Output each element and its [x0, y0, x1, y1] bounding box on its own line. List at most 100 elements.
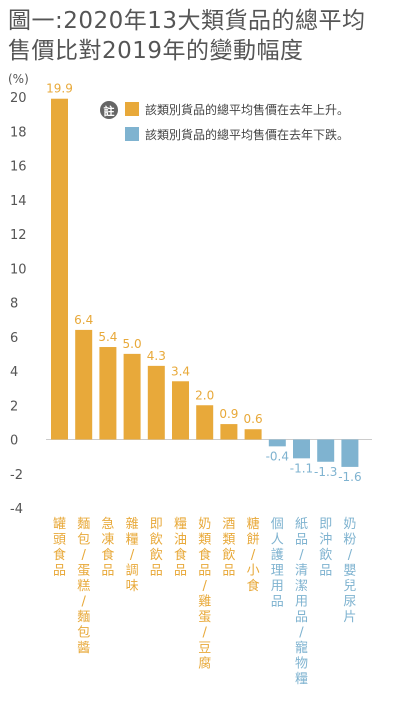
category-label: 罐頭食品: [53, 517, 66, 579]
category-label-char: 用: [271, 579, 284, 594]
category-label-char: 物: [295, 657, 308, 672]
category-label-char: 品: [295, 610, 308, 625]
category-label-char: /: [203, 626, 208, 641]
category-label-char: 罐: [53, 517, 66, 532]
category-label-char: 食: [247, 578, 260, 594]
category-label-char: 用: [295, 595, 308, 610]
bar: [293, 439, 310, 459]
chart-title: 圖一:2020年13大類貨品的總平均 售價比對2019年的變動幅度: [8, 6, 398, 66]
legend-swatch: [125, 102, 139, 116]
category-label-char: 品: [101, 564, 114, 579]
category-label-char: 即: [150, 517, 163, 532]
category-label-char: 尿: [343, 595, 356, 610]
category-label: 奶類食品/雞蛋/豆腐: [198, 517, 211, 672]
bar-value-label: 5.0: [123, 337, 142, 351]
y-tick-label: 18: [10, 125, 27, 140]
category-label-char: 食: [174, 547, 187, 563]
bar: [341, 439, 359, 467]
category-label-char: /: [299, 548, 304, 563]
category-label-char: 理: [271, 564, 284, 579]
category-label-char: 品: [295, 533, 308, 548]
category-label-char: 奶: [198, 517, 211, 532]
bar: [123, 353, 141, 440]
y-tick-label: 10: [10, 262, 27, 277]
category-label-char: 個: [271, 517, 284, 532]
category-label-char: 醬: [77, 640, 90, 656]
category-label: 即沖飲品: [319, 517, 332, 579]
y-tick-label: 20: [10, 91, 27, 106]
bar: [172, 381, 189, 440]
category-label-char: 片: [343, 610, 356, 625]
category-label: 糖餅/小食: [247, 516, 260, 594]
category-label-char: 食: [53, 547, 66, 563]
category-label-char: 兒: [343, 579, 356, 594]
category-label-char: 飲: [150, 532, 163, 548]
category-label-char: 糧: [126, 533, 139, 548]
category-label-char: 凍: [101, 532, 114, 548]
y-tick-label: 16: [10, 160, 27, 175]
category-label-char: 油: [174, 533, 187, 548]
bar-value-label: 0.6: [244, 412, 263, 426]
category-label-char: 糧: [295, 672, 308, 687]
bar: [196, 405, 214, 440]
category-label-char: 清: [295, 564, 308, 579]
category-label-char: 品: [271, 595, 284, 610]
bar: [268, 439, 286, 447]
category-label-char: 麵: [77, 517, 90, 532]
y-tick-label: 6: [10, 331, 18, 346]
title-line-1: 圖一:2020年13大類貨品的總平均: [8, 8, 366, 34]
bar-value-label: 3.4: [171, 364, 190, 378]
bar-value-label: -0.4: [266, 449, 289, 463]
category-label: 即飲飲品: [150, 517, 163, 579]
category-label-char: 餅: [247, 533, 260, 548]
category-label-char: 品: [150, 564, 163, 579]
category-label-char: /: [82, 595, 87, 610]
bar-value-label: 2.0: [195, 388, 214, 402]
category-label-char: 蛋: [198, 610, 211, 625]
category-label-char: 人: [271, 533, 284, 548]
category-label: 雜糧/調味: [126, 517, 139, 594]
category-label-char: /: [130, 548, 135, 563]
y-tick-label: -2: [10, 468, 23, 483]
category-label-char: 雜: [126, 517, 139, 532]
category-label-char: 糕: [77, 579, 90, 594]
category-label-char: 類: [222, 533, 235, 548]
category-label: 酒類飲品: [222, 517, 235, 579]
category-label-char: /: [348, 548, 353, 563]
bar: [317, 439, 335, 462]
bar: [220, 424, 238, 440]
bar-value-label: 19.9: [46, 82, 73, 96]
category-label-char: 粉: [343, 533, 356, 548]
bar: [75, 329, 93, 440]
bar: [147, 365, 165, 440]
bar-value-label: -1.6: [338, 470, 361, 484]
category-label-char: 腐: [198, 657, 211, 672]
category-label-char: 糧: [174, 517, 187, 532]
category-label-char: 護: [271, 547, 284, 563]
category-label-char: 包: [77, 533, 90, 548]
category-label-char: 食: [198, 547, 211, 563]
category-label-char: 麵: [77, 610, 90, 625]
bar-value-label: 4.3: [147, 349, 166, 363]
category-label: 個人護理用品: [271, 517, 284, 610]
category-label-char: 飲: [222, 547, 235, 563]
legend-label: 該類別貨品的總平均售價在去年下跌。: [145, 127, 349, 142]
y-tick-label: 4: [10, 365, 18, 380]
category-label: 紙品/清潔用品/寵物糧: [295, 517, 308, 687]
legend-badge-label: 註: [104, 104, 115, 118]
category-label-char: 包: [77, 626, 90, 641]
category-label-char: 雞: [198, 595, 211, 610]
title-line-2: 售價比對2019年的變動幅度: [8, 38, 304, 64]
category-label: 奶粉/嬰兒尿片: [343, 517, 356, 625]
category-label-char: 蛋: [77, 564, 90, 579]
category-label-char: 潔: [295, 579, 308, 594]
y-tick-label: 14: [10, 194, 27, 209]
category-label-char: /: [251, 548, 256, 563]
y-tick-label: -4: [10, 502, 23, 517]
bar-value-label: 6.4: [74, 313, 93, 327]
category-label-char: 糖: [247, 516, 260, 532]
category-label-char: 寵: [295, 640, 308, 656]
legend-swatch: [125, 127, 139, 141]
category-label-char: /: [203, 579, 208, 594]
